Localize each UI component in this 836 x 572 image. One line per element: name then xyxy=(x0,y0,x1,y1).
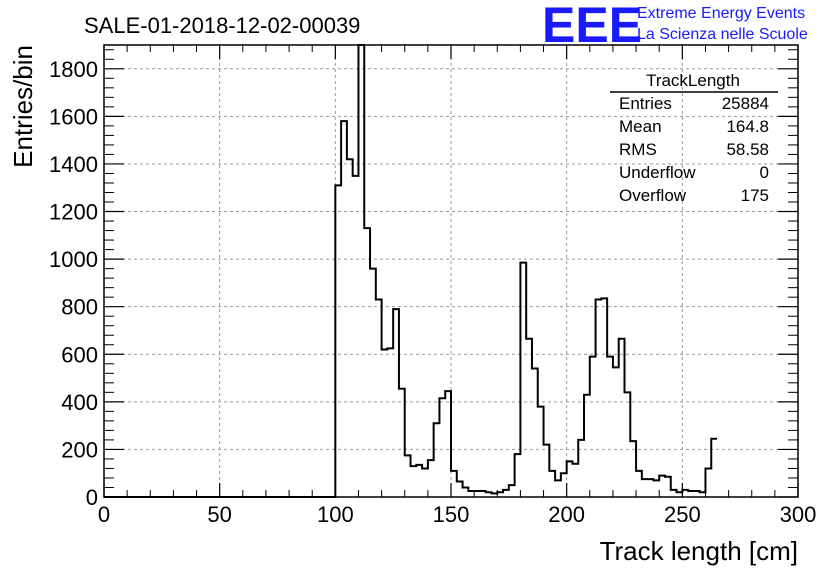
y-tick-label: 400 xyxy=(61,390,98,415)
stats-row-value: 0 xyxy=(760,163,769,182)
x-axis-label: Track length [cm] xyxy=(600,536,798,566)
x-tick-label: 100 xyxy=(317,502,354,527)
stats-box: TrackLength Entries 25884 Mean 164.8 RMS 58.5… xyxy=(610,71,778,205)
y-tick-label: 1600 xyxy=(49,104,98,129)
y-tick-label: 800 xyxy=(61,295,98,320)
eee-logo: EEE Extreme Energy Events La Scienza nel… xyxy=(542,0,808,53)
x-axis: 0 50 100 150 200 250 300 xyxy=(98,45,816,527)
stats-row-value: 58.58 xyxy=(726,140,769,159)
stats-row-label: Entries xyxy=(619,94,672,113)
logo-mark: EEE xyxy=(542,0,642,53)
x-tick-label: 200 xyxy=(548,502,585,527)
y-tick-label: 200 xyxy=(61,437,98,462)
logo-line-1: Extreme Energy Events xyxy=(637,5,805,22)
stats-row-value: 25884 xyxy=(722,94,769,113)
stats-row-label: RMS xyxy=(619,140,657,159)
y-tick-label: 1000 xyxy=(49,247,98,272)
y-tick-label: 1400 xyxy=(49,152,98,177)
y-tick-label: 1800 xyxy=(49,57,98,82)
grid-lines xyxy=(104,45,798,497)
stats-row-label: Mean xyxy=(619,117,662,136)
y-axis-label: Entries/bin xyxy=(8,45,38,168)
x-tick-label: 50 xyxy=(207,502,231,527)
y-axis: 0 200 400 600 800 1000 1200 1400 1600 1800 xyxy=(49,49,798,510)
x-tick-label: 150 xyxy=(433,502,470,527)
stats-title: TrackLength xyxy=(646,71,740,90)
stats-row-label: Underflow xyxy=(619,163,696,182)
x-tick-label: 300 xyxy=(780,502,817,527)
stats-row-label: Overflow xyxy=(619,186,687,205)
x-tick-label: 250 xyxy=(664,502,701,527)
y-tick-label: 1200 xyxy=(49,200,98,225)
stats-row-value: 164.8 xyxy=(726,117,769,136)
stats-row-value: 175 xyxy=(741,186,769,205)
x-tick-label: 0 xyxy=(98,502,110,527)
y-tick-label: 600 xyxy=(61,342,98,367)
logo-line-2: La Scienza nelle Scuole xyxy=(637,26,808,43)
chart-title: SALE-01-2018-12-02-00039 xyxy=(84,13,360,38)
y-tick-label: 0 xyxy=(86,485,98,510)
